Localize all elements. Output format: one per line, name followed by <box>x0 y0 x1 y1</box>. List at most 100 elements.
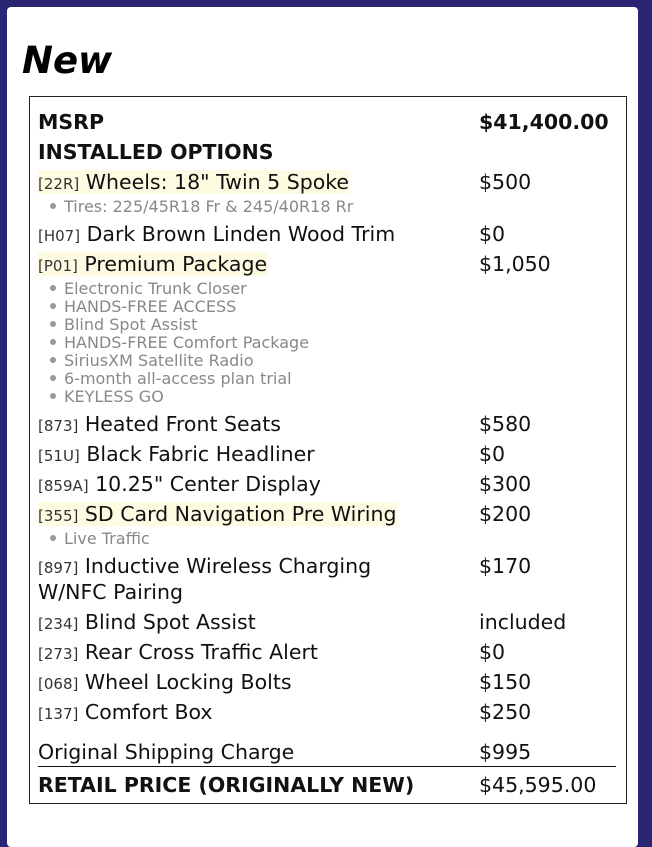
shipping-row: Original Shipping Charge $995 <box>38 740 618 764</box>
option-detail-text: Live Traffic <box>64 529 150 548</box>
option-label: Heated Front Seats <box>84 412 281 436</box>
retail-row: RETAIL PRICE (ORIGINALLY NEW) $45,595.00 <box>38 773 618 797</box>
option-row: [355] SD Card Navigation Pre Wiring $200 <box>38 502 618 526</box>
msrp-price: $41,400.00 <box>479 110 609 134</box>
option-row: [068] Wheel Locking Bolts $150 <box>38 670 618 694</box>
bullet-icon <box>50 374 56 381</box>
option-price: $1,050 <box>479 252 551 276</box>
option-detail-text: HANDS-FREE Comfort Package <box>64 333 310 352</box>
option-row: [22R] Wheels: 18" Twin 5 Spoke $500 <box>38 170 618 194</box>
option-name: [068] Wheel Locking Bolts <box>38 670 292 694</box>
option-price: $0 <box>479 640 506 664</box>
option-detail-text: Tires: 225/45R18 Fr & 245/40R18 Rr <box>64 197 354 216</box>
price-card: New MSRP $41,400.00 INSTALLED OPTIONS [2… <box>7 7 638 847</box>
bullet-icon <box>50 392 56 399</box>
option-price: $250 <box>479 700 532 724</box>
bullet-icon <box>50 356 56 363</box>
option-name-continued: W/NFC Pairing <box>38 580 183 604</box>
option-detail: Live Traffic <box>50 530 150 548</box>
option-label: Premium Package <box>84 252 268 276</box>
option-name: [859A] 10.25" Center Display <box>38 472 321 496</box>
option-detail-text: 6-month all-access plan trial <box>64 369 292 388</box>
option-code: [897] <box>38 559 79 577</box>
option-name: [873] Heated Front Seats <box>38 412 281 436</box>
option-label: Wheels: 18" Twin 5 Spoke <box>85 170 350 194</box>
option-row: [51U] Black Fabric Headliner $0 <box>38 442 618 466</box>
option-detail-text: KEYLESS GO <box>64 387 164 406</box>
option-label: Black Fabric Headliner <box>86 442 315 466</box>
retail-label: RETAIL PRICE (ORIGINALLY NEW) <box>38 773 415 797</box>
option-code: [873] <box>38 417 79 435</box>
option-price: $0 <box>479 442 506 466</box>
total-divider <box>38 766 616 767</box>
option-code: [068] <box>38 675 79 693</box>
option-name: [P01] Premium Package <box>38 252 268 276</box>
option-code: [22R] <box>38 175 80 193</box>
retail-price: $45,595.00 <box>479 773 597 797</box>
option-name: [22R] Wheels: 18" Twin 5 Spoke <box>38 170 350 194</box>
option-detail: HANDS-FREE ACCESS <box>50 298 236 316</box>
option-price: $300 <box>479 472 532 496</box>
page-title: New <box>22 39 113 82</box>
option-row: [859A] 10.25" Center Display $300 <box>38 472 618 496</box>
shipping-price: $995 <box>479 740 532 764</box>
option-name: [897] Inductive Wireless Charging <box>38 554 371 578</box>
option-label: Dark Brown Linden Wood Trim <box>86 222 396 246</box>
msrp-row: MSRP $41,400.00 <box>38 110 618 134</box>
option-code: [355] <box>38 507 79 525</box>
bullet-icon <box>50 338 56 345</box>
option-name: [137] Comfort Box <box>38 700 213 724</box>
option-price: $0 <box>479 222 506 246</box>
option-detail: Tires: 225/45R18 Fr & 245/40R18 Rr <box>50 198 353 216</box>
installed-options-heading: INSTALLED OPTIONS <box>38 140 274 164</box>
option-row: [137] Comfort Box $250 <box>38 700 618 724</box>
option-detail-text: SiriusXM Satellite Radio <box>64 351 254 370</box>
msrp-label: MSRP <box>38 110 104 134</box>
option-label: Inductive Wireless Charging <box>84 554 372 578</box>
option-detail: 6-month all-access plan trial <box>50 370 292 388</box>
option-detail: Blind Spot Assist <box>50 316 197 334</box>
option-name: [355] SD Card Navigation Pre Wiring <box>38 502 397 526</box>
option-name: [273] Rear Cross Traffic Alert <box>38 640 318 664</box>
option-detail: SiriusXM Satellite Radio <box>50 352 254 370</box>
option-row: [897] Inductive Wireless Charging $170 <box>38 554 618 578</box>
option-label: 10.25" Center Display <box>95 472 321 496</box>
option-code: [P01] <box>38 257 78 275</box>
option-code: [859A] <box>38 477 89 495</box>
option-price: $150 <box>479 670 532 694</box>
option-label: Blind Spot Assist <box>84 610 256 634</box>
option-label: Comfort Box <box>84 700 213 724</box>
bullet-icon <box>50 302 56 309</box>
option-name: [H07] Dark Brown Linden Wood Trim <box>38 222 395 246</box>
option-name: [51U] Black Fabric Headliner <box>38 442 315 466</box>
option-code: [H07] <box>38 227 81 245</box>
option-row: [873] Heated Front Seats $580 <box>38 412 618 436</box>
option-row: [234] Blind Spot Assist included <box>38 610 618 634</box>
option-label: SD Card Navigation Pre Wiring <box>84 502 397 526</box>
option-code: [273] <box>38 645 79 663</box>
bullet-icon <box>50 202 56 209</box>
option-row: [P01] Premium Package $1,050 <box>38 252 618 276</box>
option-detail-text: Blind Spot Assist <box>64 315 198 334</box>
option-row: [273] Rear Cross Traffic Alert $0 <box>38 640 618 664</box>
window-sticker-table: MSRP $41,400.00 INSTALLED OPTIONS [22R] … <box>29 96 627 804</box>
option-row: [H07] Dark Brown Linden Wood Trim $0 <box>38 222 618 246</box>
option-price: $170 <box>479 554 532 578</box>
option-detail: Electronic Trunk Closer <box>50 280 247 298</box>
option-detail-text: Electronic Trunk Closer <box>64 279 247 298</box>
option-price: included <box>479 610 567 634</box>
option-detail: KEYLESS GO <box>50 388 164 406</box>
option-code: [234] <box>38 615 79 633</box>
bullet-icon <box>50 284 56 291</box>
bullet-icon <box>50 534 56 541</box>
shipping-label: Original Shipping Charge <box>38 740 295 764</box>
option-code: [137] <box>38 705 79 723</box>
option-label: Rear Cross Traffic Alert <box>84 640 318 664</box>
option-label: Wheel Locking Bolts <box>84 670 292 694</box>
bullet-icon <box>50 320 56 327</box>
option-price: $580 <box>479 412 532 436</box>
option-code: [51U] <box>38 447 80 465</box>
option-price: $500 <box>479 170 532 194</box>
option-detail: HANDS-FREE Comfort Package <box>50 334 309 352</box>
option-name: [234] Blind Spot Assist <box>38 610 256 634</box>
